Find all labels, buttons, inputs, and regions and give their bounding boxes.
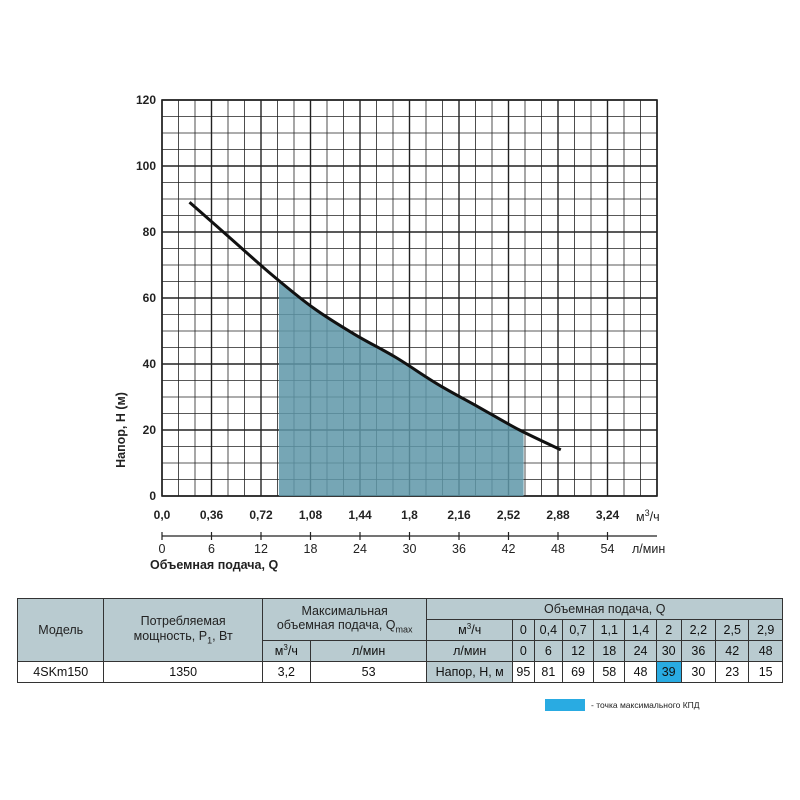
flow-lmin-cell: 6 xyxy=(533,640,563,662)
flow-m3h-cell: 2,9 xyxy=(748,619,783,641)
x-tick-label: 0,72 xyxy=(249,508,273,522)
x-tick-label: 2,52 xyxy=(497,508,521,522)
y-tick-label: 60 xyxy=(143,291,157,305)
x2-tick-label: 6 xyxy=(208,542,215,556)
flow-lmin-cell: 30 xyxy=(655,640,682,662)
flow-m3h-cell: 1,1 xyxy=(593,619,626,641)
header-flow: Объемная подача, Q xyxy=(426,598,783,620)
legend-text: - точка максимального КПД xyxy=(591,700,700,710)
x2-tick-label: 30 xyxy=(403,542,417,556)
x-tick-label: 0,36 xyxy=(200,508,224,522)
flow-lmin-cell: 36 xyxy=(680,640,717,662)
flow-m3h-cell: 2,2 xyxy=(680,619,717,641)
x-tick-label: 0,0 xyxy=(154,508,171,522)
y-tick-label: 120 xyxy=(136,93,156,107)
x2-tick-label: 18 xyxy=(304,542,318,556)
pump-specs-table: Модель Потребляемая мощность, P1, Вт Мак… xyxy=(16,598,783,683)
flow-m3h-cell: 1,4 xyxy=(624,619,657,641)
qmax-lmin-cell: 53 xyxy=(309,661,428,683)
y-axis-label: Напор, H (м) xyxy=(114,392,128,468)
x-axis-label: Объемная подача, Q xyxy=(150,558,278,572)
y-axis-ticks: 0 20 40 60 80 100 120 xyxy=(136,93,156,503)
header-power: Потребляемая мощность, P1, Вт xyxy=(103,598,263,662)
x-tick-label: 3,24 xyxy=(596,508,620,522)
y-tick-label: 20 xyxy=(143,423,157,437)
x2-tick-label: 42 xyxy=(502,542,516,556)
x-tick-label: 1,8 xyxy=(401,508,418,522)
head-cell: 15 xyxy=(748,661,783,683)
unit-m3h-label: м3/ч xyxy=(426,619,513,641)
y-tick-label: 80 xyxy=(143,225,157,239)
flow-lmin-cell: 42 xyxy=(715,640,750,662)
legend-swatch xyxy=(545,699,585,711)
head-cell: 69 xyxy=(561,661,595,683)
flow-m3h-cell: 2 xyxy=(655,619,682,641)
flow-m3h-cell: 0,7 xyxy=(561,619,595,641)
qmax-m3h-cell: 3,2 xyxy=(261,661,311,683)
head-cell: 30 xyxy=(680,661,717,683)
qmax-lmin-header: л/мин xyxy=(309,640,428,662)
flow-lmin-cell: 24 xyxy=(624,640,657,662)
x2-tick-label: 48 xyxy=(551,542,565,556)
x-tick-label: 2,16 xyxy=(447,508,471,522)
x-tick-label: 1,08 xyxy=(299,508,323,522)
header-model: Модель xyxy=(16,598,105,662)
head-cell: 58 xyxy=(593,661,626,683)
y-tick-label: 100 xyxy=(136,159,156,173)
head-label-cell: Напор, Н, м xyxy=(426,661,513,683)
working-range-area xyxy=(278,280,524,496)
header-qmax: Максимальная объемная подача, Qmax xyxy=(261,598,428,641)
x-tick-label: 1,44 xyxy=(348,508,372,522)
flow-m3h-cell: 2,5 xyxy=(715,619,750,641)
x-axis-ticks: 0,0 0,36 0,72 1,08 1,44 1,8 2,16 2,52 2,88 3,24 xyxy=(154,508,620,522)
flow-lmin-cell: 12 xyxy=(561,640,595,662)
head-cell: 81 xyxy=(533,661,563,683)
x-axis-unit: м3/ч xyxy=(636,508,660,524)
flow-lmin-cell: 18 xyxy=(593,640,626,662)
flow-m3h-cell: 0 xyxy=(511,619,535,641)
x2-tick-label: 54 xyxy=(601,542,615,556)
flow-lmin-cell: 48 xyxy=(748,640,783,662)
qmax-m3h-header: м3/ч xyxy=(261,640,311,662)
head-cell: 48 xyxy=(624,661,657,683)
head-curve-line xyxy=(188,201,562,452)
y-tick-label: 0 xyxy=(149,489,156,503)
model-cell: 4SKm150 xyxy=(16,661,105,683)
x2-tick-label: 36 xyxy=(452,542,466,556)
x2-tick-label: 0 xyxy=(159,542,166,556)
x-tick-label: 2,88 xyxy=(546,508,570,522)
flow-m3h-cell: 0,4 xyxy=(533,619,563,641)
head-cell: 95 xyxy=(511,661,535,683)
flow-lmin-cell: 0 xyxy=(511,640,535,662)
power-cell: 1350 xyxy=(103,661,263,683)
x2-axis-unit: л/мин xyxy=(632,542,665,556)
head-cell: 39 xyxy=(655,661,682,683)
x2-tick-label: 12 xyxy=(254,542,268,556)
legend: - точка максимального КПД xyxy=(545,699,700,711)
head-cell: 23 xyxy=(715,661,750,683)
x2-tick-label: 24 xyxy=(353,542,367,556)
y-tick-label: 40 xyxy=(143,357,157,371)
unit-lmin-label: л/мин xyxy=(426,640,513,662)
